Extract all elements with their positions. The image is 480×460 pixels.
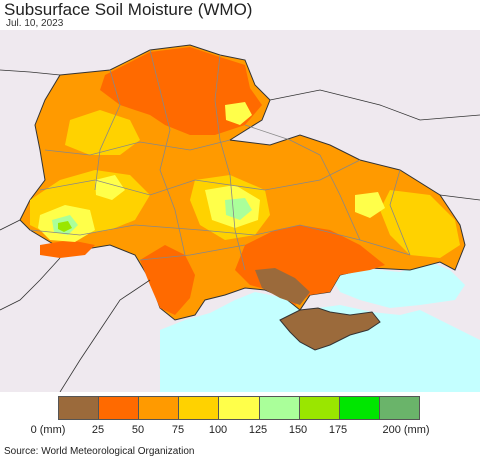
legend-swatch <box>179 397 220 419</box>
legend-tick-label: 175 <box>328 424 348 436</box>
legend-tick-label: 100 <box>208 424 228 436</box>
legend-tick-label: 200 (mm) <box>382 424 430 436</box>
legend-swatch <box>339 397 380 419</box>
zone-north-yellow <box>65 110 140 155</box>
map-date: Jul. 10, 2023 <box>6 18 64 29</box>
soil-moisture-map <box>0 30 480 392</box>
zone-west-dry <box>40 240 95 258</box>
spot-west-lime <box>58 221 72 232</box>
legend-tick-label: 150 <box>288 424 308 436</box>
legend-swatch <box>219 397 260 419</box>
legend-swatch <box>139 397 180 419</box>
zone-south-dry <box>140 245 195 315</box>
zone-north-dry <box>100 47 262 135</box>
legend-swatch <box>59 397 100 419</box>
legend-tick-label: 25 <box>91 424 105 436</box>
legend-tick-label: 125 <box>248 424 268 436</box>
legend-swatch <box>379 397 419 419</box>
map-title: Subsurface Soil Moisture (WMO) <box>4 0 253 19</box>
legend-tick-label: 75 <box>171 424 185 436</box>
admin-boundaries <box>29 49 411 271</box>
legend-swatch <box>259 397 300 419</box>
source-credit: Source: World Meteorological Organizatio… <box>4 446 195 457</box>
zone-south-brown <box>255 268 310 305</box>
neighbor-borders <box>0 69 480 392</box>
crimea <box>279 307 381 351</box>
spot-east-lightyellow <box>355 192 385 218</box>
sea-of-azov <box>330 262 465 308</box>
spot-northwest-lightyellow <box>95 175 125 200</box>
legend-bar <box>58 396 420 420</box>
legend-tick-label: 50 <box>131 424 145 436</box>
legend-tick-label: 0 (mm) <box>30 424 66 436</box>
spot-central-green <box>225 198 252 220</box>
legend-swatch <box>99 397 140 419</box>
zone-east-yellow <box>380 190 460 258</box>
legend-swatch <box>299 397 340 419</box>
spot-north-lightyellow <box>225 102 252 125</box>
